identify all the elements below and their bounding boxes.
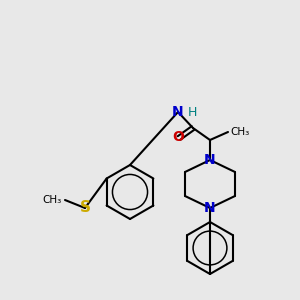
Text: CH₃: CH₃: [230, 127, 249, 137]
Text: H: H: [188, 106, 197, 119]
Text: O: O: [172, 130, 184, 144]
Text: CH₃: CH₃: [43, 195, 62, 205]
Text: N: N: [204, 153, 216, 167]
Text: S: S: [80, 200, 91, 215]
Text: N: N: [172, 105, 184, 119]
Text: N: N: [204, 201, 216, 215]
